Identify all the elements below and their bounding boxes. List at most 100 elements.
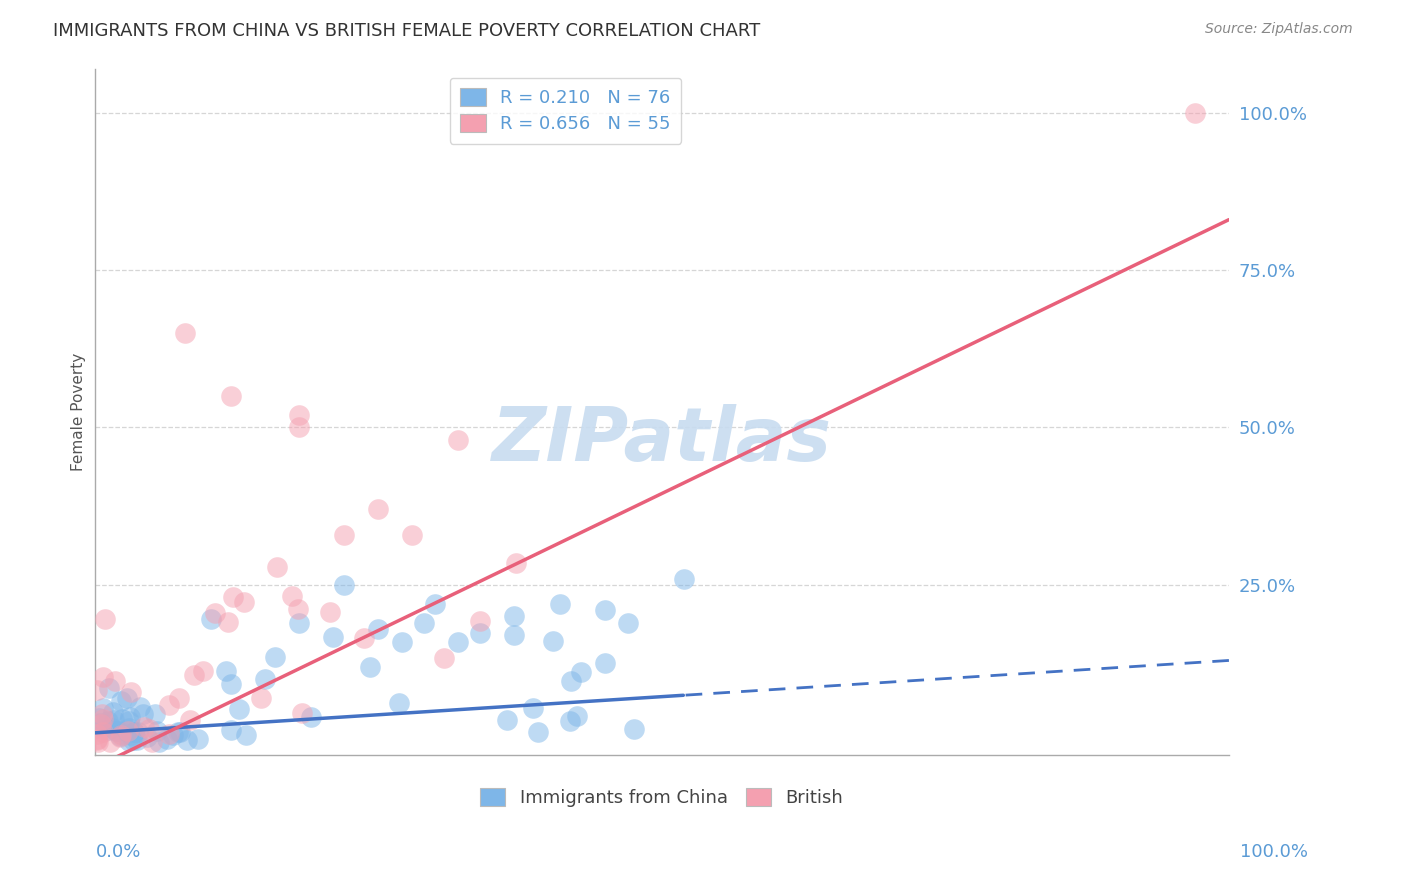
- Point: [86, 733, 108, 747]
- Point: [179, 713, 201, 727]
- Point: [560, 673, 582, 688]
- Point: [388, 696, 411, 710]
- Point: [90, 707, 112, 722]
- Point: [98, 681, 121, 695]
- Point: [120, 728, 142, 742]
- Point: [287, 615, 309, 630]
- Text: 100.0%: 100.0%: [1240, 843, 1308, 861]
- Point: [232, 595, 254, 609]
- Point: [558, 714, 581, 728]
- Point: [353, 631, 375, 645]
- Point: [187, 731, 209, 746]
- Point: [120, 710, 142, 724]
- Point: [319, 605, 342, 619]
- Point: [183, 667, 205, 681]
- Point: [86, 734, 108, 748]
- Point: [616, 615, 638, 630]
- Point: [200, 612, 222, 626]
- Point: [86, 732, 108, 747]
- Point: [121, 732, 143, 747]
- Point: [86, 727, 108, 741]
- Point: [565, 708, 588, 723]
- Point: [111, 712, 134, 726]
- Point: [446, 634, 468, 648]
- Point: [146, 723, 169, 738]
- Point: [91, 669, 114, 683]
- Point: [97, 714, 120, 728]
- Point: [222, 590, 245, 604]
- Point: [169, 690, 191, 705]
- Point: [290, 706, 312, 720]
- Point: [401, 527, 423, 541]
- Point: [287, 602, 309, 616]
- Point: [496, 713, 519, 727]
- Point: [1184, 105, 1206, 120]
- Point: [412, 616, 434, 631]
- Point: [138, 722, 160, 736]
- Point: [87, 716, 110, 731]
- Point: [97, 723, 120, 737]
- Point: [623, 723, 645, 737]
- Point: [101, 705, 124, 719]
- Point: [162, 728, 184, 742]
- Point: [219, 389, 242, 403]
- Point: [468, 614, 491, 628]
- Point: [169, 725, 191, 739]
- Point: [93, 612, 115, 626]
- Point: [122, 724, 145, 739]
- Point: [157, 698, 180, 713]
- Point: [235, 728, 257, 742]
- Point: [333, 527, 356, 541]
- Point: [90, 716, 112, 731]
- Point: [108, 731, 131, 745]
- Point: [141, 735, 163, 749]
- Point: [91, 700, 114, 714]
- Point: [503, 609, 526, 624]
- Point: [548, 597, 571, 611]
- Point: [135, 731, 157, 745]
- Point: [117, 690, 139, 705]
- Point: [322, 630, 344, 644]
- Point: [176, 733, 198, 747]
- Point: [281, 589, 304, 603]
- Point: [470, 626, 492, 640]
- Point: [595, 657, 617, 671]
- Point: [110, 694, 132, 708]
- Point: [505, 556, 527, 570]
- Point: [299, 710, 322, 724]
- Point: [86, 718, 108, 732]
- Point: [148, 735, 170, 749]
- Point: [110, 727, 132, 741]
- Point: [359, 660, 381, 674]
- Text: Source: ZipAtlas.com: Source: ZipAtlas.com: [1205, 22, 1353, 37]
- Point: [228, 702, 250, 716]
- Point: [423, 597, 446, 611]
- Point: [125, 732, 148, 747]
- Point: [91, 712, 114, 726]
- Point: [108, 723, 131, 738]
- Point: [166, 725, 188, 739]
- Point: [143, 706, 166, 721]
- Y-axis label: Female Poverty: Female Poverty: [72, 352, 86, 471]
- Point: [156, 731, 179, 746]
- Point: [219, 723, 242, 738]
- Text: ZIPatlas: ZIPatlas: [492, 403, 832, 476]
- Point: [287, 408, 309, 422]
- Point: [128, 699, 150, 714]
- Point: [250, 691, 273, 706]
- Point: [101, 722, 124, 736]
- Point: [193, 664, 215, 678]
- Point: [266, 559, 288, 574]
- Text: IMMIGRANTS FROM CHINA VS BRITISH FEMALE POVERTY CORRELATION CHART: IMMIGRANTS FROM CHINA VS BRITISH FEMALE …: [53, 22, 761, 40]
- Point: [118, 722, 141, 736]
- Point: [367, 622, 389, 636]
- Point: [132, 707, 155, 722]
- Point: [110, 728, 132, 742]
- Point: [98, 735, 121, 749]
- Point: [120, 684, 142, 698]
- Point: [673, 572, 696, 586]
- Point: [263, 650, 285, 665]
- Point: [522, 701, 544, 715]
- Point: [87, 711, 110, 725]
- Point: [127, 725, 149, 739]
